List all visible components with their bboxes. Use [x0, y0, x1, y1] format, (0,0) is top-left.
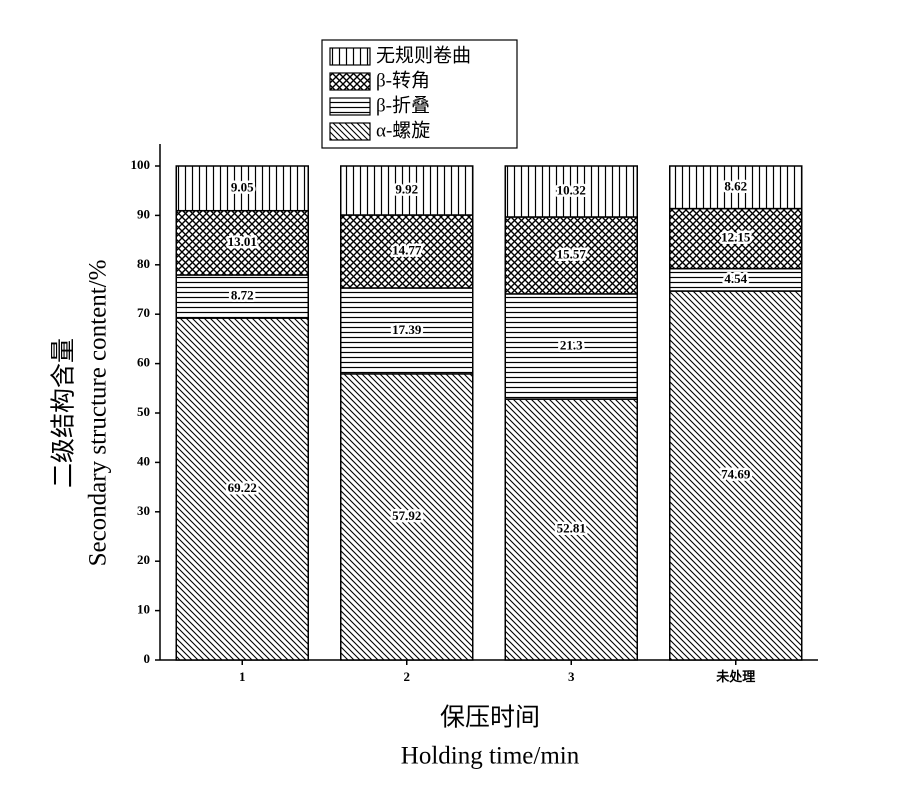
value-label: 8.62 — [724, 178, 747, 193]
x-tick-label: 2 — [404, 669, 411, 684]
y-axis-label: 二级结构含量 — [50, 338, 78, 488]
y-tick-label: 0 — [144, 651, 151, 666]
bar-segment — [175, 317, 309, 661]
bar-segment — [175, 209, 309, 276]
bar-segment — [340, 287, 474, 375]
bar-segment — [669, 165, 803, 210]
y-tick-label: 80 — [137, 256, 150, 271]
legend-swatch — [329, 72, 371, 91]
x-tick-label: 未处理 — [715, 669, 755, 684]
x-axis-label: Holding time/min — [401, 743, 580, 770]
x-tick-label: 3 — [568, 669, 575, 684]
bar-segment — [175, 165, 309, 212]
y-tick-label: 100 — [131, 157, 151, 172]
value-label: 10.32 — [557, 182, 586, 197]
bar-segment — [175, 274, 309, 319]
bar-segment — [504, 398, 638, 661]
y-tick-label: 20 — [137, 552, 150, 567]
value-label: 69.22 — [228, 480, 257, 495]
legend-swatch — [329, 97, 371, 116]
y-tick-label: 70 — [137, 305, 150, 320]
value-label: 4.54 — [724, 271, 747, 286]
y-tick-label: 50 — [137, 404, 150, 419]
value-label: 15.57 — [557, 246, 587, 261]
y-tick-label: 90 — [137, 206, 150, 221]
bar-segment — [669, 290, 803, 661]
bar-segment — [669, 207, 803, 270]
y-tick-label: 60 — [137, 355, 150, 370]
legend-label: β-转角 — [376, 69, 430, 91]
y-axis-label: Secondary structure content/% — [85, 260, 112, 567]
x-axis-label: 保压时间 — [440, 704, 540, 732]
value-label: 17.39 — [392, 322, 422, 337]
value-label: 57.92 — [392, 508, 421, 523]
bar-segment — [504, 165, 638, 218]
legend-label: 无规则卷曲 — [376, 44, 471, 66]
value-label: 21.3 — [560, 337, 583, 352]
bar-segment — [504, 293, 638, 400]
legend-label: α-螺旋 — [376, 119, 430, 141]
value-label: 74.69 — [721, 467, 751, 482]
y-tick-label: 10 — [137, 602, 150, 617]
legend-swatch — [329, 122, 371, 141]
value-label: 52.81 — [557, 521, 586, 536]
bar-segment — [504, 216, 638, 295]
value-label: 12.15 — [721, 230, 751, 245]
bar-segment — [340, 373, 474, 661]
legend-label: β-折叠 — [376, 94, 430, 116]
x-tick-label: 1 — [239, 669, 246, 684]
y-tick-label: 30 — [137, 503, 150, 518]
value-label: 8.72 — [231, 287, 254, 302]
value-label: 13.01 — [228, 234, 257, 249]
value-label: 9.05 — [231, 179, 254, 194]
y-tick-label: 40 — [137, 453, 150, 468]
value-label: 14.77 — [392, 242, 422, 257]
value-label: 9.92 — [395, 181, 418, 196]
legend-swatch — [329, 47, 371, 66]
bar-segment — [340, 165, 474, 216]
